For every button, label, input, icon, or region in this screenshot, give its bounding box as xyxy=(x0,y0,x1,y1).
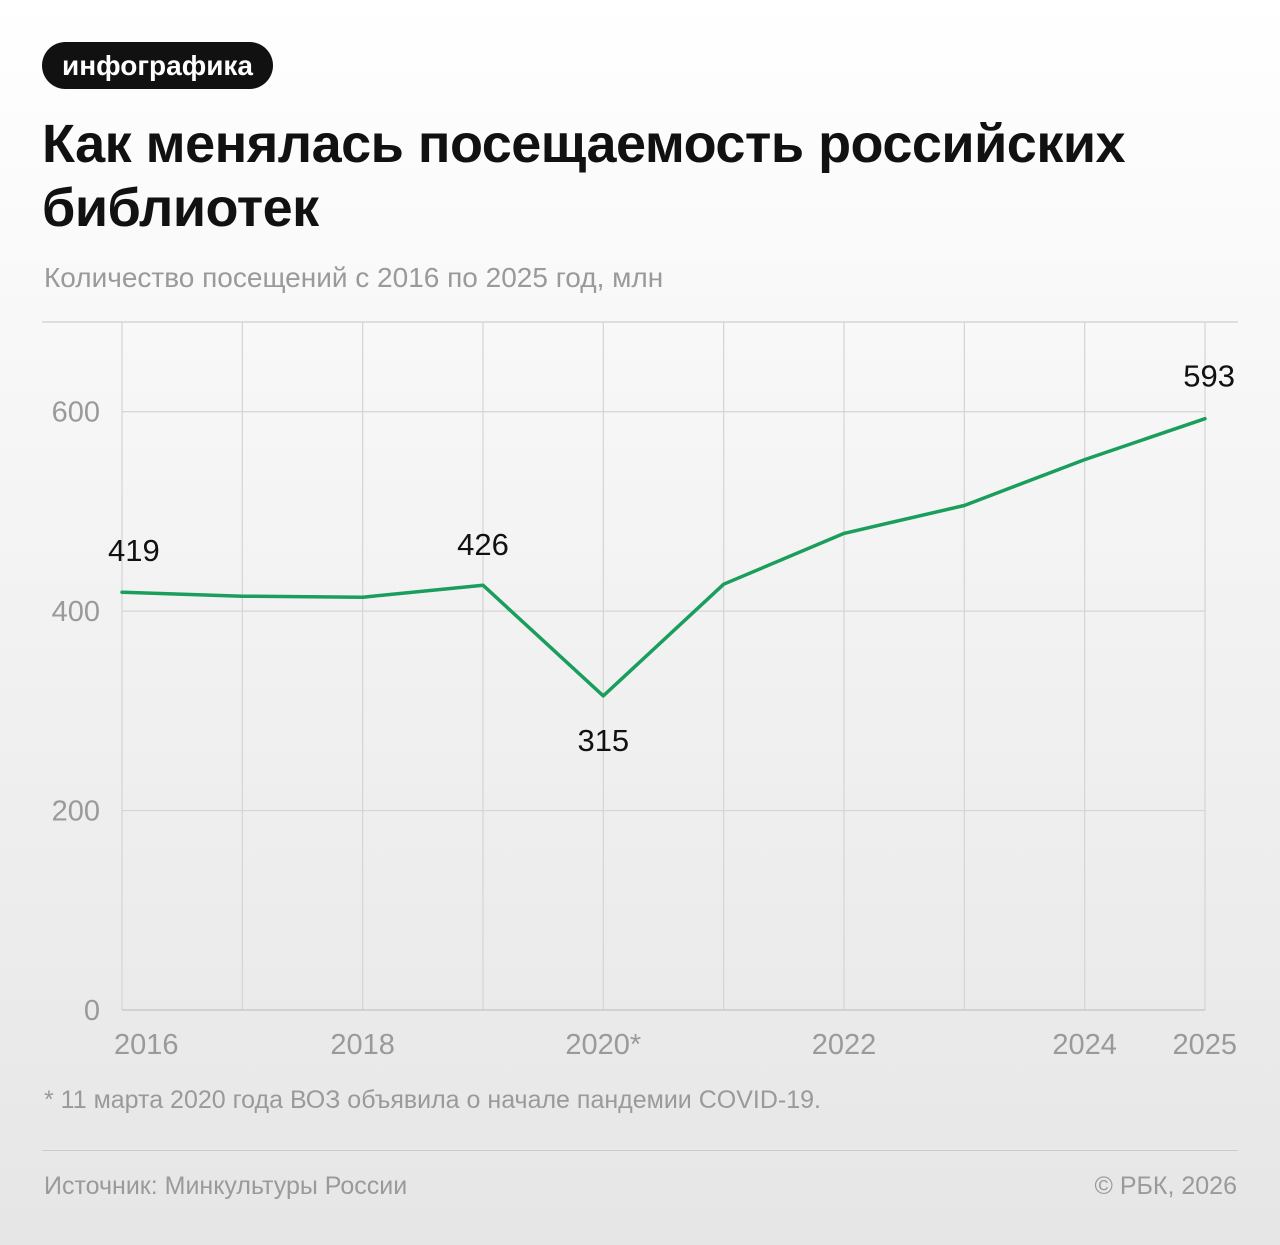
footer-divider xyxy=(42,1150,1238,1151)
copyright-note: © РБК, 2026 xyxy=(1094,1172,1237,1200)
series-layer xyxy=(120,416,1207,698)
x-tick-label: 2018 xyxy=(330,1029,395,1061)
y-tick-label: 400 xyxy=(52,596,100,628)
y-axis-ticks: 0 200 400 600 xyxy=(52,397,100,1027)
x-tick-label: 2025 xyxy=(1172,1029,1237,1061)
y-tick-label: 0 xyxy=(84,995,100,1027)
data-label: 419 xyxy=(108,533,160,568)
x-tick-label: 2024 xyxy=(1052,1029,1117,1061)
x-tick-label: 2020* xyxy=(565,1029,641,1061)
chart-subtitle: Количество посещений с 2016 по 2025 год,… xyxy=(44,262,664,293)
x-tick-label: 2022 xyxy=(812,1029,877,1061)
data-labels: 419 426 315 593 xyxy=(108,359,1235,758)
data-label: 315 xyxy=(577,723,629,758)
y-tick-label: 200 xyxy=(52,796,100,828)
data-label: 426 xyxy=(457,527,509,562)
source-note: Источник: Минкультуры России xyxy=(44,1172,408,1200)
data-label: 593 xyxy=(1183,359,1235,394)
chart-title: Как менялась посещаемость российских биб… xyxy=(42,114,1126,238)
series-line xyxy=(120,416,1207,698)
y-tick-label: 600 xyxy=(52,397,100,429)
infographic-badge: инфографика xyxy=(42,42,273,89)
x-axis-ticks: 2016 2018 2020* 2022 2024 2025 xyxy=(114,1029,1237,1061)
grid-layer xyxy=(42,321,1238,1011)
footnote: * 11 марта 2020 года ВОЗ объявила о нача… xyxy=(44,1086,821,1114)
x-tick-label: 2016 xyxy=(114,1029,179,1061)
